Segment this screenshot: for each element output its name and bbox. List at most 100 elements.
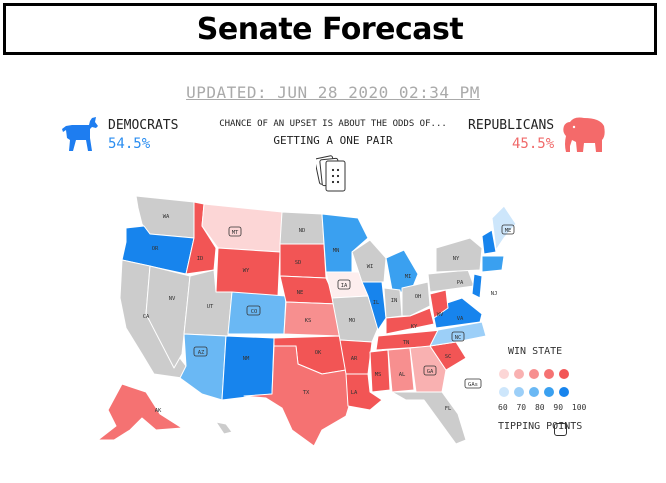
democrats-label: DEMOCRATS — [108, 118, 179, 133]
legend-scale-70: 70 — [516, 403, 527, 412]
svg-text:LA: LA — [351, 390, 358, 396]
svg-text:CA: CA — [143, 314, 150, 320]
playing-cards-icon — [316, 155, 346, 192]
state-nj[interactable] — [471, 273, 483, 299]
state-tx[interactable] — [243, 345, 355, 447]
legend-red-dot — [499, 369, 509, 379]
state-ga[interactable] — [409, 345, 447, 393]
legend-scale-90: 90 — [553, 403, 564, 412]
svg-text:SD: SD — [295, 260, 302, 266]
state-wi[interactable] — [351, 239, 387, 283]
democrats-summary: DEMOCRATS 54.5% — [62, 116, 178, 156]
legend-scale-labels: 60 70 80 90 100 — [498, 403, 586, 412]
odds-line-2: GETTING A ONE PAIR — [273, 134, 393, 147]
state-ms[interactable] — [369, 349, 391, 393]
svg-text:IL: IL — [373, 300, 380, 306]
svg-text:GAs: GAs — [468, 382, 478, 388]
legend-scale-60: 60 — [498, 403, 508, 412]
svg-text:MO: MO — [349, 318, 356, 324]
state-fl[interactable] — [391, 391, 467, 445]
state-nv[interactable] — [145, 265, 191, 369]
svg-text:OR: OR — [152, 246, 159, 252]
svg-text:MI: MI — [405, 274, 412, 280]
svg-text:MS: MS — [375, 372, 382, 378]
state-oh[interactable] — [401, 281, 431, 317]
legend-title: WIN STATE — [508, 346, 563, 357]
donkey-icon — [62, 117, 98, 151]
republicans-percent: 45.5% — [512, 136, 555, 152]
odds-line-1: CHANCE OF AN UPSET IS ABOUT THE ODDS OF.… — [219, 119, 447, 129]
svg-text:ME: ME — [505, 228, 512, 234]
svg-text:GA: GA — [427, 369, 434, 375]
svg-text:MT: MT — [232, 230, 239, 236]
svg-text:OH: OH — [415, 294, 422, 300]
state-ak[interactable] — [97, 383, 183, 441]
state-ky[interactable] — [385, 307, 435, 335]
legend-blue-dot — [514, 387, 524, 397]
svg-text:NE: NE — [297, 290, 304, 296]
legend-red-dot — [529, 369, 539, 379]
tipping-points-label: TIPPING POINTS — [498, 421, 583, 432]
state-vt-nh[interactable] — [481, 229, 497, 255]
svg-text:AZ: AZ — [198, 350, 205, 356]
state-wv[interactable] — [429, 289, 449, 319]
legend-red-dot — [544, 369, 554, 379]
svg-text:PA: PA — [457, 280, 464, 286]
state-mo[interactable] — [331, 295, 379, 343]
svg-text:WV: WV — [437, 312, 444, 318]
updated-timestamp: UPDATED: JUN 28 2020 02:34 PM — [186, 83, 480, 102]
state-nm[interactable] — [221, 335, 275, 401]
legend-red-dot — [514, 369, 524, 379]
state-az[interactable] — [179, 333, 227, 401]
state-ny[interactable] — [435, 237, 483, 273]
elephant-icon — [563, 117, 605, 152]
tipping-point-marker-icon — [554, 423, 567, 436]
svg-text:KY: KY — [411, 324, 418, 330]
svg-text:SC: SC — [445, 354, 452, 360]
svg-text:KS: KS — [305, 318, 312, 324]
republicans-label: REPUBLICANS — [468, 118, 555, 133]
state-al[interactable] — [387, 347, 415, 393]
state-la[interactable] — [345, 373, 383, 411]
legend-blue-dot — [559, 387, 569, 397]
svg-text:NM: NM — [243, 356, 250, 362]
svg-text:WY: WY — [243, 268, 250, 274]
state-sd[interactable] — [279, 243, 327, 279]
svg-text:VA: VA — [457, 316, 464, 322]
state-me[interactable] — [491, 205, 517, 251]
legend-blue-dot — [544, 387, 554, 397]
page-title: Senate Forecast — [196, 11, 464, 47]
svg-text:WA: WA — [163, 214, 170, 220]
svg-text:FL: FL — [445, 406, 452, 412]
state-nc[interactable] — [429, 321, 487, 347]
state-ks[interactable] — [283, 301, 341, 337]
legend-blue-dot — [499, 387, 509, 397]
svg-text:CO: CO — [251, 309, 258, 315]
svg-text:UT: UT — [207, 304, 214, 310]
svg-text:AR: AR — [351, 356, 358, 362]
state-mi[interactable] — [385, 249, 419, 295]
svg-text:NJ: NJ — [491, 291, 498, 297]
svg-text:NY: NY — [453, 256, 460, 262]
state-il[interactable] — [361, 281, 387, 331]
svg-text:AL: AL — [399, 372, 406, 378]
democrats-percent: 54.5% — [108, 136, 151, 152]
svg-text:ID: ID — [197, 256, 204, 262]
svg-text:NC: NC — [455, 335, 462, 341]
legend-color-scale — [498, 368, 578, 402]
page-header: Senate Forecast — [3, 3, 657, 55]
svg-text:ND: ND — [299, 228, 306, 234]
svg-text:IN: IN — [391, 298, 398, 304]
state-ma-ri-ct[interactable] — [481, 255, 505, 273]
legend-scale-100: 100 — [571, 403, 587, 412]
legend-scale-80: 80 — [534, 403, 545, 412]
state-hi[interactable] — [215, 421, 233, 435]
svg-text:OK: OK — [315, 350, 322, 356]
state-pa[interactable] — [427, 269, 475, 293]
us-map: WA OR CA NV ID MT WY UT CO AZ NM ND SD N… — [86, 178, 526, 452]
svg-text:TX: TX — [303, 390, 310, 396]
svg-text:TN: TN — [403, 340, 410, 346]
svg-text:MN: MN — [333, 248, 340, 254]
svg-text:IA: IA — [341, 283, 348, 289]
svg-text:WI: WI — [367, 264, 374, 270]
